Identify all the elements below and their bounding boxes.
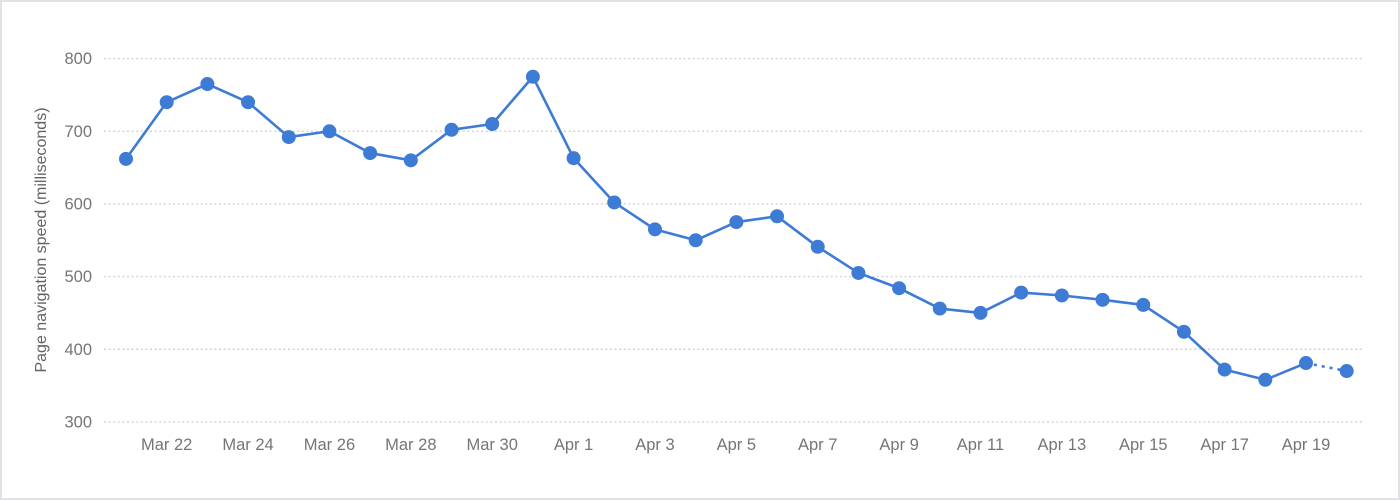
data-point[interactable] [810, 239, 825, 254]
y-tick-label: 800 [64, 50, 92, 68]
x-tick-label: Apr 19 [1282, 436, 1331, 454]
x-tick-label: Apr 1 [554, 436, 593, 454]
y-tick-label: 300 [64, 413, 92, 431]
data-point[interactable] [1054, 288, 1069, 303]
data-point[interactable] [1176, 324, 1191, 339]
data-point[interactable] [1095, 292, 1110, 307]
data-point[interactable] [1217, 362, 1232, 377]
x-tick-label: Apr 5 [717, 436, 756, 454]
data-point[interactable] [932, 301, 947, 316]
data-point[interactable] [485, 116, 500, 131]
data-point[interactable] [892, 281, 907, 296]
x-tick-label: Apr 7 [798, 436, 837, 454]
data-point[interactable] [322, 124, 337, 139]
data-point[interactable] [973, 305, 988, 320]
x-tick-label: Apr 11 [957, 436, 1004, 454]
y-tick-label: 400 [64, 341, 92, 359]
data-point[interactable] [1014, 285, 1029, 300]
y-tick-label: 700 [64, 123, 92, 141]
x-tick-label: Mar 28 [385, 436, 436, 454]
data-point[interactable] [688, 233, 703, 248]
data-point[interactable] [1339, 364, 1354, 379]
x-tick-label: Apr 3 [635, 436, 674, 454]
y-axis-title: Page navigation speed (milliseconds) [33, 107, 50, 372]
data-point[interactable] [444, 122, 459, 137]
x-tick-label: Mar 22 [141, 436, 192, 454]
chart-plot-area: 300 400 500 600 700 800 Mar 22 Mar 24 Mar 26 Mar … [64, 50, 1362, 454]
data-point[interactable] [647, 222, 662, 237]
data-point[interactable] [525, 69, 540, 84]
x-tick-label: Mar 30 [467, 436, 518, 454]
x-tick-label: Apr 15 [1119, 436, 1168, 454]
data-point[interactable] [281, 130, 296, 145]
y-tick-label: 500 [64, 268, 92, 286]
x-tick-label: Mar 26 [304, 436, 355, 454]
data-point[interactable] [1258, 372, 1273, 387]
x-tick-label: Apr 9 [879, 436, 918, 454]
data-point[interactable] [241, 95, 256, 110]
data-point[interactable] [200, 77, 215, 92]
data-point[interactable] [566, 151, 581, 166]
data-point[interactable] [363, 146, 378, 161]
data-point[interactable] [770, 209, 785, 224]
data-point[interactable] [851, 265, 866, 280]
data-point[interactable] [403, 153, 418, 168]
data-point[interactable] [729, 215, 744, 230]
x-tick-label: Apr 17 [1200, 436, 1249, 454]
data-point[interactable] [607, 195, 622, 210]
x-tick-label: Mar 24 [222, 436, 273, 454]
y-tick-label: 600 [64, 195, 92, 213]
data-point[interactable] [1299, 356, 1314, 371]
data-point[interactable] [159, 95, 174, 110]
x-tick-label: Apr 13 [1038, 436, 1087, 454]
data-point[interactable] [1136, 297, 1151, 312]
data-line [124, 75, 1308, 382]
data-point[interactable] [119, 151, 133, 166]
